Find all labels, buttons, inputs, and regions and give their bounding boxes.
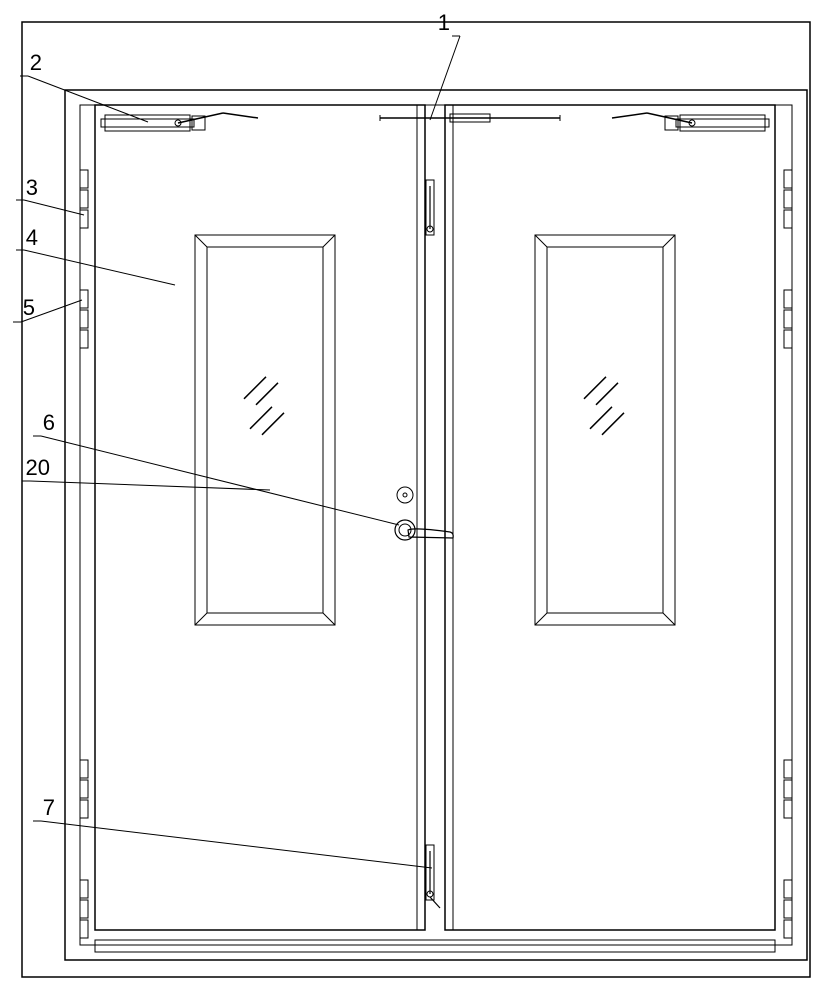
label-6: 6 xyxy=(43,410,55,435)
door-technical-drawing: 1 2 3 4 5 6 20 7 xyxy=(0,0,833,1000)
label-20: 20 xyxy=(26,455,50,480)
label-7: 7 xyxy=(43,795,55,820)
label-5: 5 xyxy=(23,295,35,320)
label-3: 3 xyxy=(26,175,38,200)
label-4: 4 xyxy=(26,225,38,250)
label-2: 2 xyxy=(30,50,42,75)
label-1: 1 xyxy=(438,10,450,35)
